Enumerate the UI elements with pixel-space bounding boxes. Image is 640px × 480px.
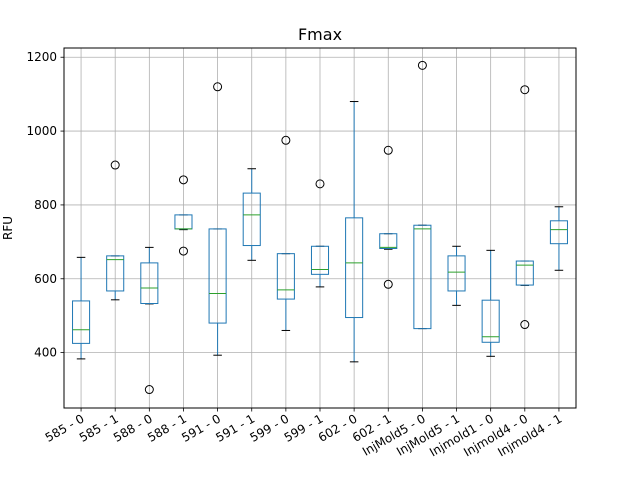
- outlier-point: [110, 160, 120, 170]
- box-1: [106, 160, 125, 301]
- box-body: [310, 245, 330, 275]
- box-body: [208, 228, 227, 324]
- box-body: [242, 192, 261, 247]
- outlier-point: [213, 82, 223, 92]
- box-body: [481, 299, 500, 343]
- box-body: [276, 253, 295, 300]
- plot-frame: [63, 47, 577, 409]
- box-11: [447, 245, 466, 306]
- box-body: [379, 233, 398, 249]
- box-body: [140, 262, 159, 305]
- outlier-point: [520, 320, 530, 330]
- y-tick-label: 600: [34, 272, 57, 286]
- box-body: [106, 255, 125, 292]
- box-body: [413, 224, 432, 330]
- chart-title: Fmax: [298, 25, 342, 44]
- y-tick-label: 800: [34, 198, 57, 212]
- y-tick-label: 1000: [26, 124, 57, 138]
- box-4: [208, 82, 227, 356]
- box-8: [345, 101, 364, 363]
- box-body: [515, 260, 534, 286]
- outlier-point: [383, 145, 393, 155]
- y-tick-label: 400: [34, 346, 57, 360]
- box-14: [549, 206, 568, 271]
- box-6: [276, 135, 295, 331]
- outlier-point: [144, 385, 154, 395]
- box-0: [72, 256, 91, 360]
- box-10: [413, 60, 432, 330]
- box-2: [140, 246, 159, 395]
- outlier-point: [178, 246, 188, 256]
- box-body: [345, 217, 364, 319]
- outlier-point: [315, 179, 325, 189]
- box-13: [515, 85, 534, 330]
- box-7: [310, 179, 330, 288]
- box-5: [242, 168, 261, 261]
- outlier-point: [178, 175, 188, 185]
- box-body: [72, 300, 91, 344]
- grid-lines: [64, 48, 576, 408]
- box-body: [447, 255, 466, 292]
- outlier-point: [520, 85, 530, 95]
- outlier-point: [417, 60, 427, 70]
- outlier-point: [281, 135, 291, 145]
- box-9: [379, 145, 398, 289]
- box-body: [549, 220, 568, 245]
- boxes: [72, 60, 568, 395]
- box-12: [481, 249, 500, 357]
- y-axis-label: RFU: [1, 216, 15, 240]
- y-tick-label: 1200: [26, 50, 57, 64]
- outlier-point: [383, 279, 393, 289]
- box-3: [174, 175, 193, 256]
